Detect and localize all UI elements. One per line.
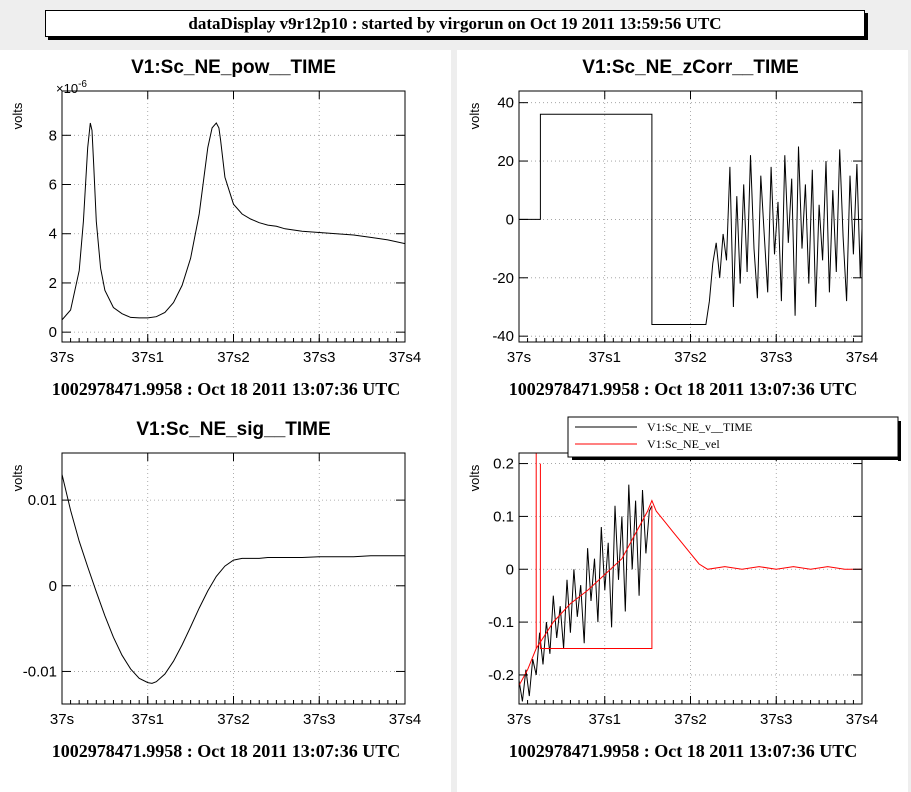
- y-tick-label: 40: [497, 95, 514, 112]
- pad-background: [457, 412, 908, 792]
- y-axis-label: volts: [467, 464, 482, 491]
- pad-background: [0, 50, 451, 430]
- y-tick-label: 0: [49, 324, 57, 341]
- x-tick-label: 37s4: [389, 349, 422, 366]
- panel-v-vel: 37s 37s1 37s2 37s3 37s4 -0.2 -0.1 0 0.1 0.2 volts 1…: [457, 412, 908, 792]
- x-tick-label: 37s3: [760, 711, 793, 728]
- x-tick-label: 37s: [507, 349, 531, 366]
- y-tick-label: -40: [492, 328, 514, 345]
- x-tick-label: 37s2: [217, 711, 250, 728]
- x-axis-label: 1002978471.9958 : Oct 18 2011 13:07:36 U…: [52, 379, 400, 399]
- series-line: [519, 453, 862, 686]
- x-tick-label: 37s3: [303, 711, 336, 728]
- legend: V1:Sc_NE_v__TIME V1:Sc_NE_vel: [567, 416, 901, 461]
- x-tick-label: 37s4: [846, 349, 879, 366]
- series-line: [62, 122, 405, 321]
- y-tick-label: -20: [492, 270, 514, 287]
- y-multiplier-exponent: -6: [78, 79, 87, 90]
- legend-label: V1:Sc_NE_vel: [647, 437, 720, 451]
- series-line: [62, 474, 405, 684]
- panel-pow: 37s 37s1 37s2 37s3 37s4 0 2 4 6 8 V1:Sc_NE_pow__TI…: [0, 50, 451, 430]
- chart-title: V1:Sc_NE_zCorr__TIME: [582, 57, 798, 78]
- x-tick-label: 37s1: [588, 349, 621, 366]
- x-tick-label: 37s: [50, 349, 74, 366]
- y-tick-label: -0.1: [488, 614, 514, 631]
- x-tick-label: 37s: [50, 711, 74, 728]
- x-tick-label: 37s2: [217, 349, 250, 366]
- x-tick-label: 37s4: [846, 711, 879, 728]
- legend-shadow: [572, 457, 901, 460]
- legend-shadow: [898, 421, 901, 461]
- chart-title: V1:Sc_NE_sig__TIME: [136, 419, 330, 440]
- y-axis-label: volts: [467, 102, 482, 129]
- series-line: [519, 113, 862, 325]
- x-axis-label: 1002978471.9958 : Oct 18 2011 13:07:36 U…: [509, 741, 857, 761]
- y-tick-label: 4: [49, 226, 57, 243]
- pad-background: [0, 412, 451, 792]
- series-line: [539, 463, 653, 649]
- pad-background: [457, 50, 908, 430]
- y-tick-label: 6: [49, 177, 57, 194]
- x-tick-label: 37s3: [303, 349, 336, 366]
- y-tick-label: 0: [49, 578, 57, 595]
- y-axis-label: volts: [10, 102, 25, 129]
- window-title: dataDisplay v9r12p10 : started by virgor…: [45, 10, 865, 37]
- y-tick-label: 8: [49, 127, 57, 144]
- y-tick-label: 0.2: [493, 456, 514, 473]
- y-tick-label: 0: [506, 561, 514, 578]
- chart-svg: 37s 37s1 37s2 37s3 37s4 0 2 4 6 8 V1:Sc_NE_pow__TI…: [0, 50, 451, 430]
- x-axis-label: 1002978471.9958 : Oct 18 2011 13:07:36 U…: [509, 379, 857, 399]
- x-tick-label: 37s2: [674, 349, 707, 366]
- panel-zcorr: 37s 37s1 37s2 37s3 37s4 -40 -20 0 20 40 V1:Sc_NE_z…: [457, 50, 908, 430]
- chart-svg: 37s 37s1 37s2 37s3 37s4 -40 -20 0 20 40 V1:Sc_NE_z…: [457, 50, 908, 430]
- y-tick-label: 0.01: [28, 492, 57, 509]
- x-tick-label: 37s1: [588, 711, 621, 728]
- legend-box: [567, 416, 899, 458]
- y-tick-label: 2: [49, 275, 57, 292]
- y-tick-label: 20: [497, 153, 514, 170]
- chart-title: V1:Sc_NE_pow__TIME: [131, 57, 336, 78]
- x-tick-label: 37s: [507, 711, 531, 728]
- x-tick-label: 37s4: [389, 711, 422, 728]
- x-tick-label: 37s1: [131, 711, 164, 728]
- x-tick-label: 37s1: [131, 349, 164, 366]
- chart-svg: 37s 37s1 37s2 37s3 37s4 -0.01 0 0.01 V1:Sc_NE_si…: [0, 412, 451, 792]
- legend-label: V1:Sc_NE_v__TIME: [647, 420, 752, 434]
- panel-sig: 37s 37s1 37s2 37s3 37s4 -0.01 0 0.01 V1:Sc_NE_si…: [0, 412, 451, 792]
- x-axis-label: 1002978471.9958 : Oct 18 2011 13:07:36 U…: [52, 741, 400, 761]
- y-tick-label: 0.1: [493, 508, 514, 525]
- chart-svg: 37s 37s1 37s2 37s3 37s4 -0.2 -0.1 0 0.1 0.2 volts 1…: [457, 412, 908, 792]
- y-tick-label: -0.2: [488, 667, 514, 684]
- y-axis-label: volts: [10, 464, 25, 491]
- x-tick-label: 37s2: [674, 711, 707, 728]
- y-tick-label: 0: [506, 211, 514, 228]
- y-tick-label: -0.01: [23, 663, 57, 680]
- x-tick-label: 37s3: [760, 349, 793, 366]
